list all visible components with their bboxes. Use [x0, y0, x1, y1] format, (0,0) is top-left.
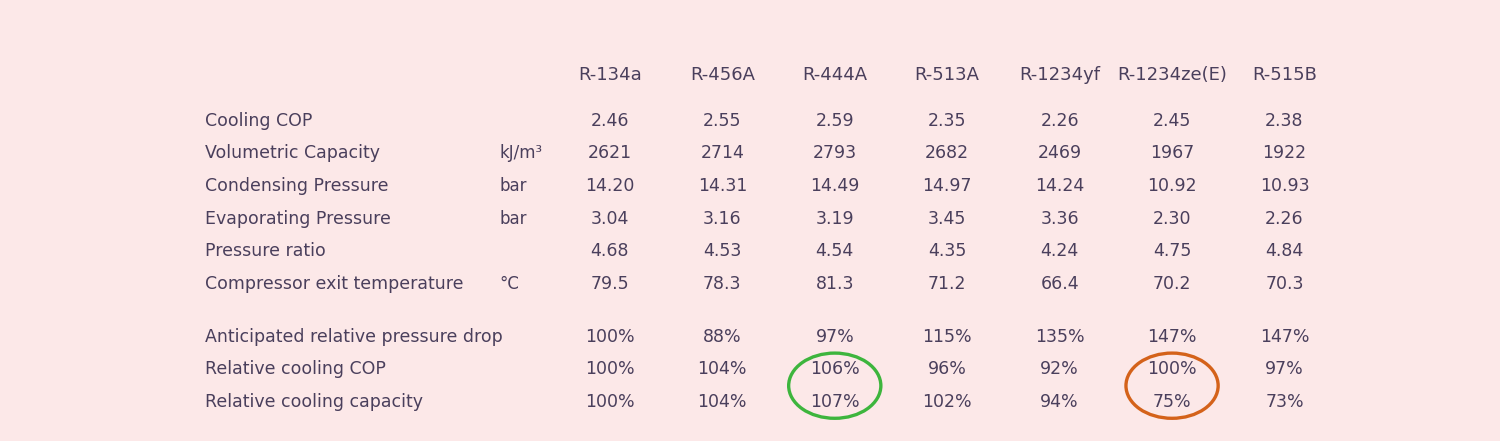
Text: 100%: 100% — [585, 328, 634, 346]
Text: 100%: 100% — [585, 360, 634, 378]
Text: 135%: 135% — [1035, 328, 1084, 346]
Text: 2.26: 2.26 — [1041, 112, 1078, 130]
Text: 94%: 94% — [1041, 393, 1078, 411]
Text: 70.3: 70.3 — [1264, 275, 1304, 293]
Text: 75%: 75% — [1152, 393, 1191, 411]
Text: Anticipated relative pressure drop: Anticipated relative pressure drop — [206, 328, 502, 346]
Text: R-444A: R-444A — [802, 66, 867, 84]
Text: kJ/m³: kJ/m³ — [500, 145, 542, 162]
Text: 14.49: 14.49 — [810, 177, 859, 195]
Text: Volumetric Capacity: Volumetric Capacity — [206, 145, 380, 162]
Text: 4.75: 4.75 — [1154, 242, 1191, 260]
Text: 4.53: 4.53 — [704, 242, 741, 260]
Text: 104%: 104% — [698, 360, 747, 378]
Text: 73%: 73% — [1264, 393, 1304, 411]
Text: 4.84: 4.84 — [1266, 242, 1304, 260]
Text: R-513A: R-513A — [915, 66, 980, 84]
Text: 4.54: 4.54 — [816, 242, 854, 260]
Text: Evaporating Pressure: Evaporating Pressure — [206, 209, 392, 228]
Text: 10.93: 10.93 — [1260, 177, 1310, 195]
Text: 81.3: 81.3 — [816, 275, 854, 293]
Text: 2.45: 2.45 — [1154, 112, 1191, 130]
Text: 2.59: 2.59 — [816, 112, 854, 130]
Text: 104%: 104% — [698, 393, 747, 411]
Text: 3.04: 3.04 — [591, 209, 628, 228]
Text: R-456A: R-456A — [690, 66, 754, 84]
Text: 115%: 115% — [922, 328, 972, 346]
Text: °C: °C — [500, 275, 519, 293]
Text: R-515B: R-515B — [1252, 66, 1317, 84]
Text: R-134a: R-134a — [578, 66, 642, 84]
Text: Relative cooling capacity: Relative cooling capacity — [206, 393, 423, 411]
Text: 3.45: 3.45 — [928, 209, 966, 228]
Text: 2.30: 2.30 — [1154, 209, 1191, 228]
Text: 14.97: 14.97 — [922, 177, 972, 195]
Text: 66.4: 66.4 — [1041, 275, 1078, 293]
Text: 1967: 1967 — [1150, 145, 1194, 162]
Text: 100%: 100% — [1148, 360, 1197, 378]
Text: 106%: 106% — [810, 360, 859, 378]
Text: 2469: 2469 — [1038, 145, 1082, 162]
Text: 88%: 88% — [704, 328, 741, 346]
Text: Pressure ratio: Pressure ratio — [206, 242, 326, 260]
Text: 92%: 92% — [1040, 360, 1078, 378]
Text: 70.2: 70.2 — [1154, 275, 1191, 293]
Text: 1922: 1922 — [1263, 145, 1306, 162]
Text: 96%: 96% — [928, 360, 966, 378]
Text: 2621: 2621 — [588, 145, 632, 162]
Text: 3.16: 3.16 — [704, 209, 741, 228]
Text: 14.20: 14.20 — [585, 177, 634, 195]
Text: 78.3: 78.3 — [704, 275, 741, 293]
Text: 4.24: 4.24 — [1041, 242, 1078, 260]
Text: 10.92: 10.92 — [1148, 177, 1197, 195]
Text: 2.26: 2.26 — [1264, 209, 1304, 228]
Text: 107%: 107% — [810, 393, 859, 411]
Text: 3.19: 3.19 — [816, 209, 854, 228]
Text: 147%: 147% — [1148, 328, 1197, 346]
Text: 2.38: 2.38 — [1264, 112, 1304, 130]
Text: 4.68: 4.68 — [591, 242, 628, 260]
Text: 2.46: 2.46 — [591, 112, 628, 130]
Text: 2.35: 2.35 — [928, 112, 966, 130]
Text: 2714: 2714 — [700, 145, 744, 162]
Text: Condensing Pressure: Condensing Pressure — [206, 177, 388, 195]
Text: Relative cooling COP: Relative cooling COP — [206, 360, 386, 378]
Text: 147%: 147% — [1260, 328, 1310, 346]
Text: 14.24: 14.24 — [1035, 177, 1084, 195]
Text: 2.55: 2.55 — [704, 112, 741, 130]
Text: R-1234ze(E): R-1234ze(E) — [1118, 66, 1227, 84]
Text: 3.36: 3.36 — [1041, 209, 1078, 228]
Text: 4.35: 4.35 — [928, 242, 966, 260]
Text: 79.5: 79.5 — [591, 275, 628, 293]
Text: 102%: 102% — [922, 393, 972, 411]
Text: 71.2: 71.2 — [928, 275, 966, 293]
Text: bar: bar — [500, 209, 526, 228]
Text: R-1234yf: R-1234yf — [1019, 66, 1100, 84]
Text: 97%: 97% — [816, 328, 854, 346]
Text: Compressor exit temperature: Compressor exit temperature — [206, 275, 464, 293]
Text: 2682: 2682 — [926, 145, 969, 162]
Text: 100%: 100% — [585, 393, 634, 411]
Text: Cooling COP: Cooling COP — [206, 112, 312, 130]
Text: 97%: 97% — [1264, 360, 1304, 378]
Text: 14.31: 14.31 — [698, 177, 747, 195]
Text: bar: bar — [500, 177, 526, 195]
Text: 2793: 2793 — [813, 145, 856, 162]
